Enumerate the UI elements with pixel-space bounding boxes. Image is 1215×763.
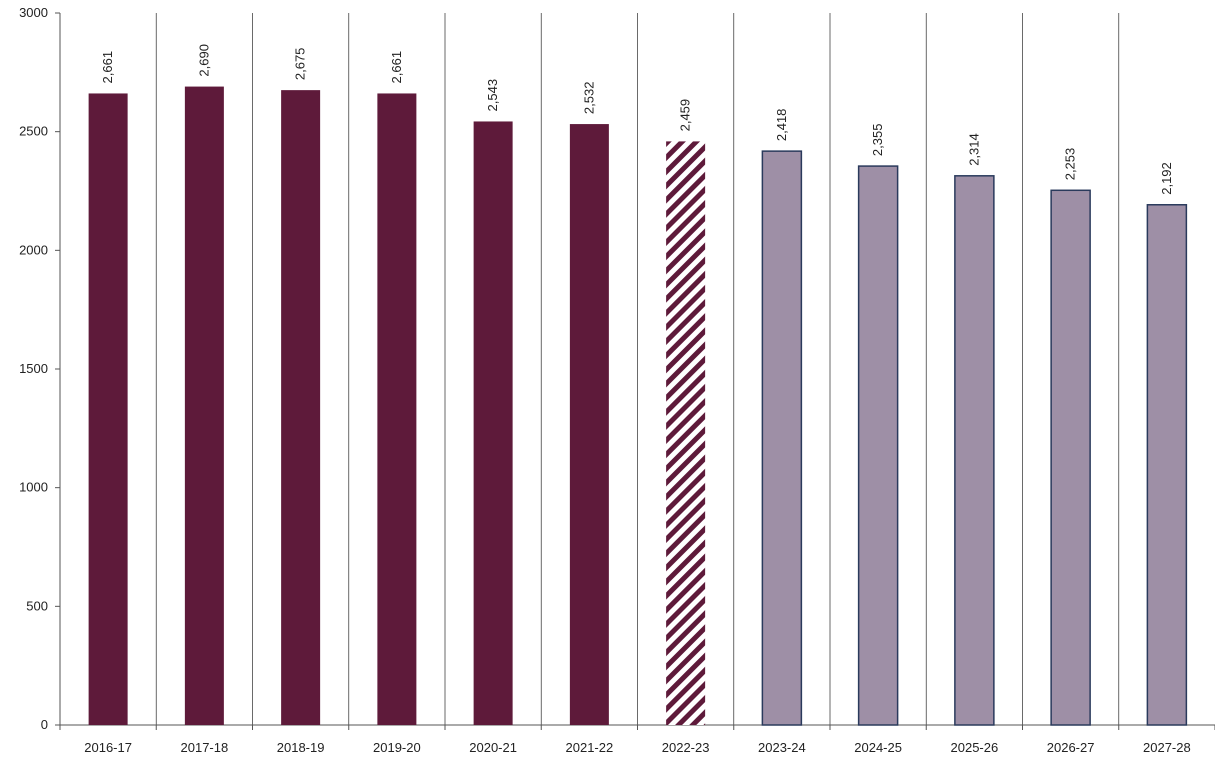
data-label: 2,675 [293,48,308,81]
x-tick-label: 2025-26 [951,740,999,755]
x-tick-label: 2017-18 [181,740,229,755]
bar-2023-24 [761,150,803,726]
bar-2026-27 [1050,189,1091,726]
bar-2016-17 [88,93,128,726]
bar-2021-22 [569,124,609,725]
x-tick-label: 2023-24 [758,740,806,755]
y-tick-label: 3000 [19,5,48,20]
x-tick-label: 2026-27 [1047,740,1095,755]
bar-2027-28 [1146,204,1188,726]
y-tick-label: 0 [41,717,48,732]
data-label: 2,690 [196,44,211,77]
data-label: 2,253 [1063,148,1078,181]
bar-2017-18 [184,86,224,725]
bar-2024-25 [857,165,899,726]
x-tick-label: 2018-19 [277,740,325,755]
data-label: 2,459 [678,99,693,132]
x-tick-label: 2027-28 [1143,740,1191,755]
y-tick-label: 2500 [19,124,48,139]
data-label: 2,543 [485,79,500,112]
x-tick-label: 2020-21 [469,740,517,755]
y-tick-label: 1000 [19,480,48,495]
x-tick-label: 2021-22 [566,740,614,755]
bar-2022-23 [666,141,706,725]
data-label: 2,355 [870,124,885,157]
x-tick-label: 2024-25 [854,740,902,755]
bars [88,86,1188,726]
axes: 0 500 1000 1500 2000 2500 3000 2016-17 2017-18 20… [19,5,1215,755]
data-label: 2,418 [774,109,789,142]
data-label: 2,532 [581,82,596,115]
x-tick-label: 2016-17 [84,740,132,755]
y-tick-label: 2000 [19,242,48,257]
category-gridlines [155,13,1120,725]
data-label: 2,192 [1159,162,1174,195]
bar-2018-19 [281,90,321,726]
y-tick-label: 1500 [19,361,48,376]
x-tick-label: 2019-20 [373,740,421,755]
bar-2025-26 [954,175,995,726]
data-label: 2,661 [389,51,404,84]
bar-2019-20 [377,93,417,726]
bar-2020-21 [473,121,513,726]
data-label: 2,314 [966,133,981,166]
data-label: 2,661 [100,51,115,84]
data-labels: 2,661 2,690 2,675 2,661 2,543 2,532 2,459 2,418… [100,44,1174,195]
y-tick-label: 500 [26,598,48,613]
x-tick-label: 2022-23 [662,740,710,755]
